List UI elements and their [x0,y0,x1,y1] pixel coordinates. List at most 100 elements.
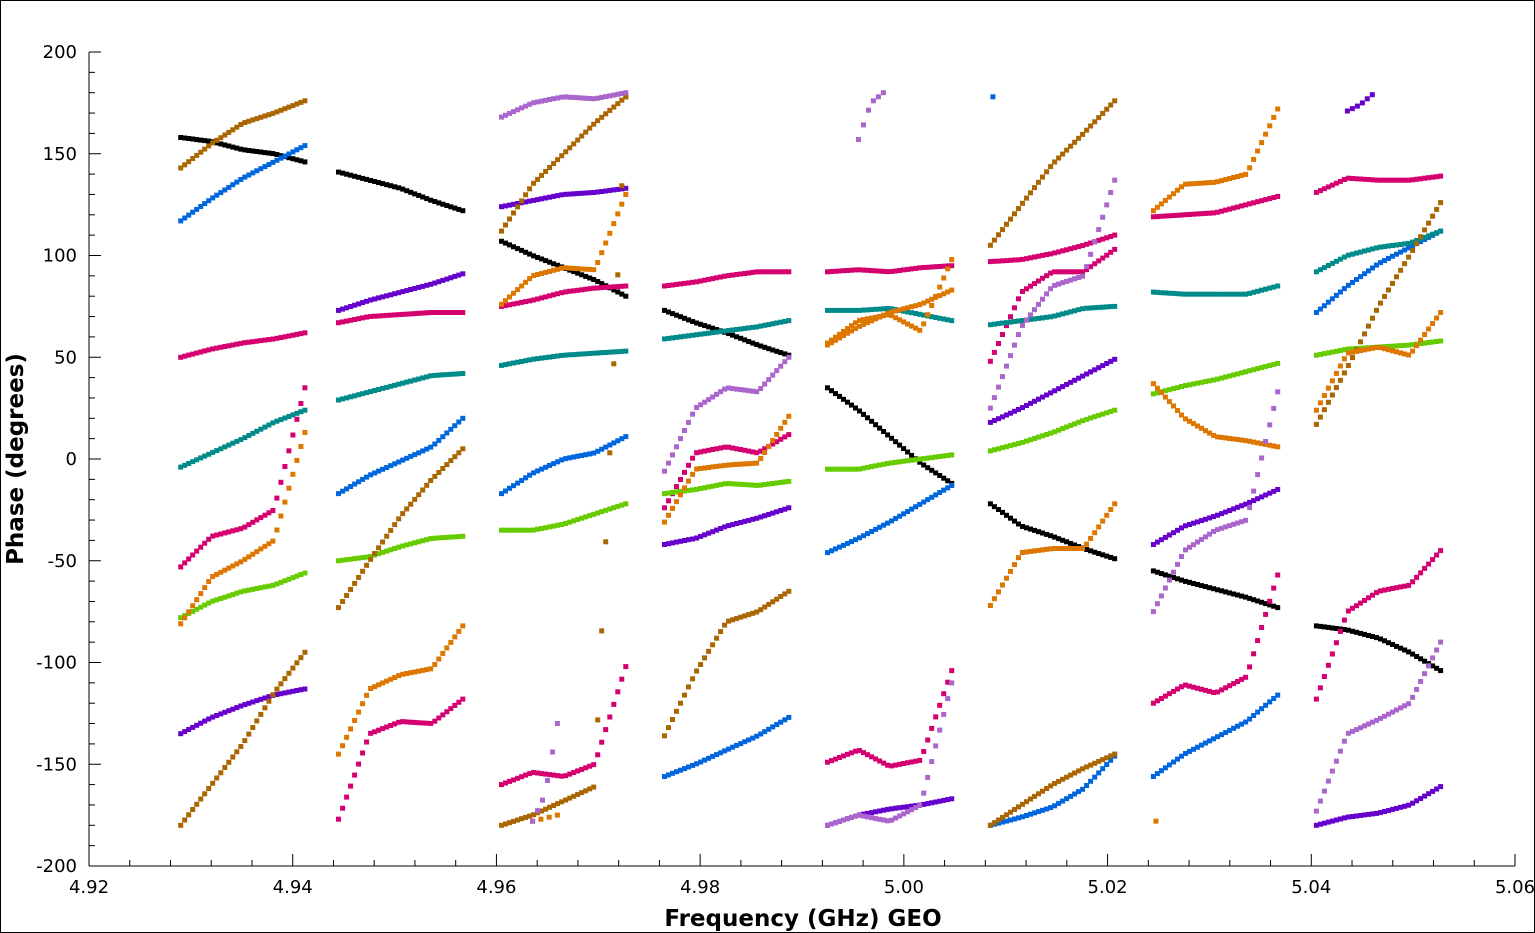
data-point [949,796,955,802]
data-point [298,145,304,151]
data-point [1438,310,1444,315]
data-point [1183,578,1188,584]
data-point [682,766,687,772]
data-point [1008,443,1013,449]
data-point [754,460,760,466]
data-point [190,552,196,558]
data-point [1321,624,1327,630]
data-point [230,127,236,133]
data-point [400,719,406,725]
data-point [230,563,236,569]
data-point [1341,738,1347,744]
data-point [714,327,720,332]
data-point [575,791,581,797]
data-point [428,373,434,379]
data-point [1354,277,1359,282]
data-point [841,817,846,823]
data-point [531,273,537,279]
data-point [742,739,748,745]
data-point [607,349,613,355]
data-point [444,203,450,208]
data-point [742,325,748,331]
data-point [1275,605,1281,611]
data-point [877,268,883,274]
data-point [786,588,792,594]
data-point [222,594,228,600]
data-point [1271,284,1277,290]
data-point [991,820,997,826]
data-point [1366,177,1371,182]
data-point [849,307,854,313]
data-point [1072,377,1078,383]
data-point [1175,291,1180,297]
data-point [690,319,696,324]
data-point [1150,289,1156,295]
data-point [1378,177,1383,183]
data-point [674,708,679,714]
x-tick-label: 5.06 [1495,877,1535,898]
y-axis-title: Phase (degrees) [3,353,29,565]
data-point [686,684,691,690]
data-point [1060,151,1066,157]
data-point [615,284,621,290]
data-point [1052,269,1058,275]
data-point [1337,816,1343,822]
data-point [1402,342,1408,348]
data-point [348,317,354,323]
data-point [670,452,675,458]
data-point [1247,368,1253,374]
data-point [1092,760,1098,766]
data-point [214,140,220,146]
data-point [758,343,764,349]
data-point [1267,422,1273,428]
data-point [949,287,955,293]
data-point [1366,323,1371,329]
data-point [404,379,410,385]
data-point [579,453,585,458]
data-point [591,121,597,127]
data-point [523,103,529,109]
data-point [348,304,354,309]
data-point [1150,381,1156,387]
data-point [1052,282,1058,288]
data-point [531,180,537,186]
data-point [730,327,736,333]
data-point [511,777,516,783]
data-point [682,428,687,433]
data-point [511,244,516,250]
data-point [905,305,911,311]
data-point [551,161,557,167]
data-point [1422,227,1428,233]
data-point [1004,444,1009,450]
data-point [1092,305,1098,311]
data-point [734,272,740,277]
data-point [778,594,784,599]
data-point [392,312,398,318]
data-point [869,318,875,324]
data-point [702,331,708,337]
data-point [991,258,997,264]
data-point [690,536,696,542]
data-point [1171,530,1176,536]
data-point [1080,418,1086,424]
data-point [1215,587,1220,593]
data-point [555,291,561,297]
data-point [937,284,943,290]
data-point [1012,211,1017,217]
data-point [182,135,188,141]
data-point [1012,562,1017,568]
data-point [408,189,414,195]
data-point [857,535,862,541]
data-point [356,709,362,715]
data-point [194,722,200,728]
data-point [1333,758,1339,764]
data-point [1080,546,1086,551]
data-point [1271,696,1277,701]
data-point [1321,265,1327,271]
data-point [456,371,462,377]
data-point [996,341,1001,346]
data-point [991,504,997,510]
data-point [937,473,943,478]
data-point [678,314,683,320]
